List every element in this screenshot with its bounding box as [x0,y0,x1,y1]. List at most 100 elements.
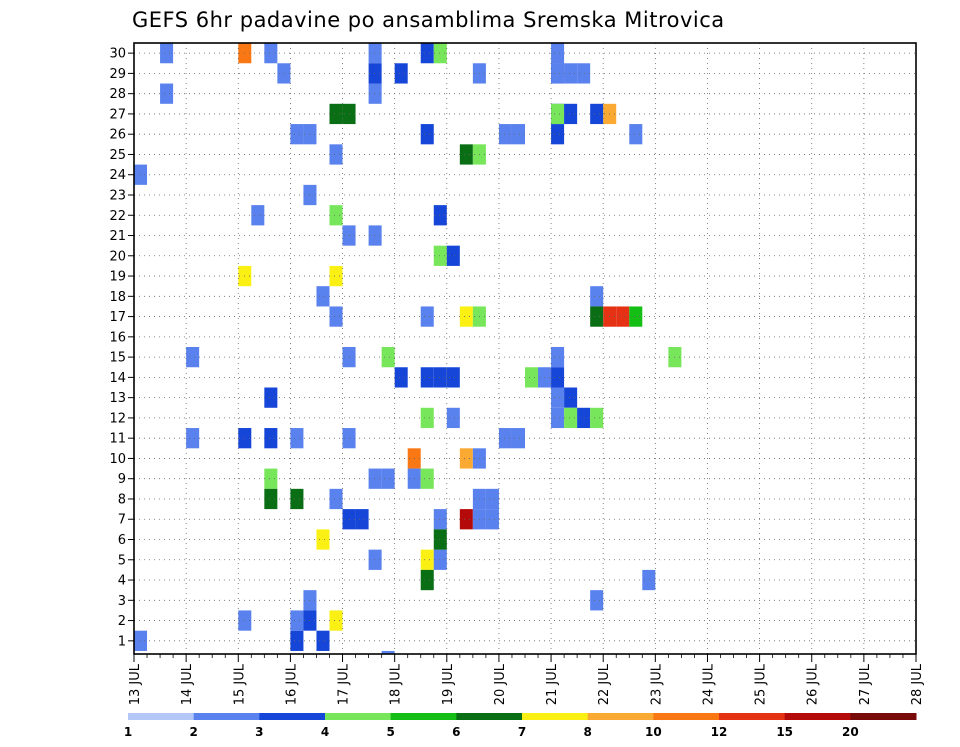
x-tick-label: 28 JUL [910,663,925,705]
y-tick-label: 29 [109,67,126,82]
y-tick-label: 11 [109,432,126,447]
y-tick-label: 16 [109,330,126,345]
data-cell [394,367,408,388]
colorbar-swatch [193,713,260,720]
data-cell [564,407,578,429]
data-cell [551,43,565,64]
colorbar-label: 2 [189,725,197,739]
data-cell [590,590,604,611]
data-cell [564,63,578,84]
colorbar-label: 20 [842,725,859,739]
data-cell [433,205,447,226]
data-cell [551,103,565,125]
y-tick-label: 21 [109,229,126,244]
colorbar-label: 3 [255,725,263,739]
data-cell [420,306,434,327]
colorbar-swatch [522,713,589,720]
colorbar-label: 10 [645,725,662,739]
data-cell [264,468,278,489]
data-cell [433,549,447,570]
y-tick-label: 3 [118,594,126,609]
data-cell [381,346,395,368]
x-tick-label: 27 JUL [858,663,873,705]
y-tick-label: 13 [109,391,126,406]
data-cell [186,428,200,449]
data-cell [277,63,291,84]
data-cell [551,124,565,145]
data-cell [498,124,512,145]
data-cell [446,407,460,429]
data-cell [368,43,382,64]
data-cell [251,205,265,226]
data-cell [160,43,174,64]
data-cell [316,630,330,651]
colorbar-swatch [587,713,654,720]
data-cell [629,124,643,145]
data-cell [564,103,578,125]
y-tick-label: 17 [109,310,126,325]
data-cell [290,428,304,449]
chart-title: GEFS 6hr padavine po ansamblima Sremska … [132,8,725,32]
data-cell [355,509,369,530]
data-cell [629,306,643,327]
data-cell [485,509,499,530]
data-cell [290,630,304,651]
x-axis: 13 JUL 14 JUL 15 JUL 16 JUL 17 JUL 18 JUL 19 J… [128,654,925,705]
data-cell [329,265,343,287]
y-axis: 1234567891011121314151617181920212223242… [109,47,134,649]
data-cell [564,387,578,408]
data-cell [420,569,434,591]
data-cell [186,346,200,368]
data-cell [511,124,525,145]
data-cell [420,367,434,388]
y-tick-label: 5 [118,553,126,568]
y-tick-label: 1 [118,634,126,649]
colorbar-label: 12 [711,725,728,739]
y-tick-label: 25 [109,148,126,163]
data-cell [160,83,174,104]
colorbar-swatch [325,713,392,720]
y-tick-label: 4 [118,574,126,589]
colorbar-swatch [850,713,917,720]
data-cell [498,428,512,449]
colorbar-swatch [128,713,195,720]
colorbar-label: 15 [776,725,793,739]
x-tick-label: 19 JUL [441,663,456,705]
data-cell [459,144,473,165]
data-cell [368,225,382,246]
colorbar-swatch [719,713,786,720]
data-cell [551,407,565,429]
data-cell [459,448,473,469]
y-tick-label: 9 [118,472,126,487]
y-tick-label: 28 [109,87,126,102]
y-tick-label: 19 [109,270,126,285]
data-cell [525,367,539,388]
x-tick-label: 25 JUL [754,663,769,705]
data-cell [420,124,434,145]
x-tick-label: 18 JUL [389,663,404,705]
y-tick-label: 18 [109,290,126,305]
data-cell [551,387,565,408]
y-tick-label: 20 [109,249,126,264]
x-tick-label: 13 JUL [128,663,143,705]
data-cell [420,43,434,64]
y-tick-label: 23 [109,188,126,203]
x-tick-label: 21 JUL [545,663,560,705]
data-cells [134,43,682,654]
x-tick-label: 14 JUL [180,663,195,705]
x-tick-label: 16 JUL [284,663,299,705]
colorbar-label: 8 [583,725,591,739]
data-cell [264,488,278,510]
data-cell [446,245,460,266]
x-tick-label: 24 JUL [701,663,716,705]
y-tick-label: 27 [109,107,126,122]
colorbar-label: 7 [518,725,526,739]
data-cell [420,407,434,429]
colorbar-swatch [259,713,326,720]
data-cell [316,529,330,550]
data-cell [290,124,304,145]
colorbar-label: 1 [124,725,132,739]
x-tick-label: 23 JUL [649,663,664,705]
colorbar-swatch [456,713,523,720]
